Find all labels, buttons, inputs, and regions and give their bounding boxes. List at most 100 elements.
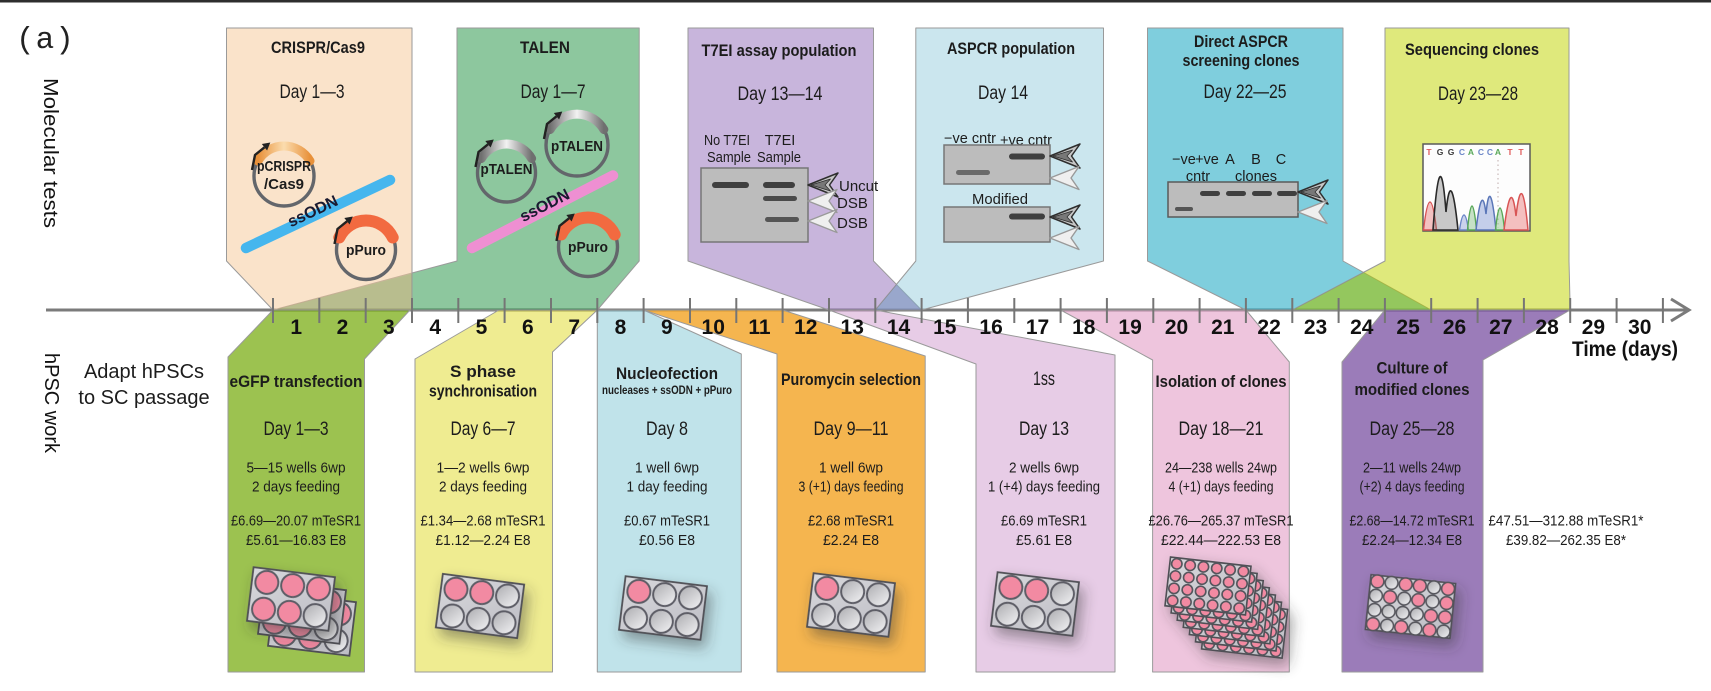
svg-text:2 days feeding: 2 days feeding [439, 480, 527, 496]
svg-text:Adapt hPSCs: Adapt hPSCs [84, 361, 204, 383]
svg-text:Day 14: Day 14 [978, 83, 1028, 104]
svg-text:£0.56 E8: £0.56 E8 [639, 533, 695, 549]
svg-text:29: 29 [1582, 316, 1605, 339]
svg-text:£22.44—222.53 E8: £22.44—222.53 E8 [1161, 533, 1281, 549]
svg-text:6: 6 [522, 316, 534, 339]
svg-text:3: 3 [383, 316, 395, 339]
svg-text:pCRISPR: pCRISPR [257, 158, 311, 175]
svg-text:£0.67 mTeSR1: £0.67 mTeSR1 [624, 514, 710, 530]
svg-text:4 (+1) days feeding: 4 (+1) days feeding [1169, 480, 1274, 496]
svg-text:−ve cntr: −ve cntr [944, 131, 996, 147]
svg-text:Sequencing clones: Sequencing clones [1405, 40, 1539, 59]
svg-text:14: 14 [887, 316, 911, 339]
svg-text:C: C [1487, 147, 1493, 157]
svg-text:Nucleofection: Nucleofection [616, 364, 718, 383]
svg-text:17: 17 [1026, 316, 1049, 339]
svg-text:(+2) 4 days feeding: (+2) 4 days feeding [1360, 480, 1465, 496]
svg-text:2 days feeding: 2 days feeding [252, 480, 340, 496]
svg-text:£2.24 E8: £2.24 E8 [823, 533, 879, 549]
svg-text:−ve: −ve [1172, 152, 1196, 168]
svg-text:1 well 6wp: 1 well 6wp [635, 461, 699, 477]
svg-text:22: 22 [1257, 316, 1280, 339]
svg-text:1: 1 [290, 316, 302, 339]
svg-text:ASPCR population: ASPCR population [947, 39, 1075, 58]
svg-text:£5.61 E8: £5.61 E8 [1016, 533, 1072, 549]
svg-text:27: 27 [1489, 316, 1512, 339]
svg-text:£6.69 mTeSR1: £6.69 mTeSR1 [1001, 514, 1087, 530]
svg-text:15: 15 [933, 316, 957, 339]
svg-text:screening clones: screening clones [1183, 51, 1300, 70]
svg-text:Day 1—3: Day 1—3 [264, 419, 329, 440]
svg-text:Day 23—28: Day 23—28 [1438, 84, 1518, 105]
svg-text:2 wells 6wp: 2 wells 6wp [1009, 461, 1079, 477]
svg-text:7: 7 [568, 316, 580, 339]
svg-text:Direct ASPCR: Direct ASPCR [1194, 32, 1288, 51]
svg-text:25: 25 [1396, 316, 1420, 339]
svg-text:Day 1—7: Day 1—7 [521, 82, 586, 103]
svg-text:£47.51—312.88 mTeSR1*: £47.51—312.88 mTeSR1* [1489, 514, 1644, 530]
svg-text:cntr: cntr [1186, 169, 1210, 185]
svg-text:Isolation of clones: Isolation of clones [1156, 372, 1287, 391]
svg-text:G: G [1448, 147, 1455, 157]
svg-text:24—238 wells 24wp: 24—238 wells 24wp [1165, 461, 1277, 477]
svg-text:11: 11 [748, 316, 771, 339]
svg-text:3 (+1) days feeding: 3 (+1) days feeding [799, 480, 904, 496]
svg-text:21: 21 [1211, 316, 1235, 339]
svg-text:£5.61—16.83 E8: £5.61—16.83 E8 [246, 533, 346, 549]
svg-text:Uncut: Uncut [839, 178, 879, 195]
svg-text:T: T [1518, 147, 1524, 157]
svg-text:eGFP transfection: eGFP transfection [230, 372, 363, 391]
svg-text:Day 8: Day 8 [646, 419, 688, 440]
svg-text:£26.76—265.37 mTeSR1: £26.76—265.37 mTeSR1 [1149, 514, 1294, 530]
svg-text:2—11 wells 24wp: 2—11 wells 24wp [1363, 461, 1461, 477]
svg-text:4: 4 [429, 316, 441, 339]
svg-text:G: G [1437, 147, 1444, 157]
svg-text:Day 25—28: Day 25—28 [1370, 419, 1455, 440]
svg-text:Day 22—25: Day 22—25 [1204, 82, 1287, 103]
svg-text:Molecular tests: Molecular tests [39, 78, 61, 228]
svg-text:synchronisation: synchronisation [429, 382, 537, 401]
svg-text:C: C [1276, 152, 1286, 168]
svg-text:Day 18—21: Day 18—21 [1179, 419, 1264, 440]
svg-text:13: 13 [841, 316, 864, 339]
svg-text:Day 13—14: Day 13—14 [738, 84, 823, 105]
svg-text:Sample: Sample [707, 150, 751, 166]
svg-text:£39.82—262.35 E8*: £39.82—262.35 E8* [1506, 533, 1626, 549]
svg-text:No T7EI: No T7EI [704, 133, 750, 149]
svg-text:30: 30 [1628, 316, 1651, 339]
svg-text:20: 20 [1165, 316, 1188, 339]
svg-text:1—2 wells 6wp: 1—2 wells 6wp [437, 461, 530, 477]
svg-text:1 well 6wp: 1 well 6wp [819, 461, 883, 477]
svg-text:23: 23 [1304, 316, 1327, 339]
svg-text:modified clones: modified clones [1355, 380, 1470, 399]
svg-text:£1.34—2.68 mTeSR1: £1.34—2.68 mTeSR1 [421, 514, 546, 530]
svg-text:1 day feeding: 1 day feeding [627, 480, 708, 496]
svg-text:nucleases + ssODN + pPuro: nucleases + ssODN + pPuro [602, 385, 732, 397]
svg-text:Sample: Sample [757, 150, 801, 166]
svg-text:Puromycin selection: Puromycin selection [781, 370, 921, 389]
svg-text:£2.24—12.34 E8: £2.24—12.34 E8 [1362, 533, 1462, 549]
svg-text:Day 6—7: Day 6—7 [451, 419, 516, 440]
svg-text:C: C [1459, 147, 1465, 157]
svg-text:2: 2 [337, 316, 349, 339]
svg-text:/Cas9: /Cas9 [264, 176, 304, 193]
svg-text:(a): (a) [16, 23, 75, 58]
svg-text:18: 18 [1072, 316, 1096, 339]
svg-text:hPSC work: hPSC work [40, 353, 62, 454]
svg-text:CRISPR/Cas9: CRISPR/Cas9 [271, 38, 365, 57]
svg-text:C: C [1478, 147, 1484, 157]
svg-text:£1.12—2.24 E8: £1.12—2.24 E8 [436, 533, 531, 549]
svg-text:T: T [1426, 147, 1432, 157]
svg-text:pTALEN: pTALEN [551, 138, 603, 155]
svg-text:Day 1—3: Day 1—3 [280, 82, 345, 103]
svg-text:Day 9—11: Day 9—11 [814, 419, 889, 440]
svg-text:19: 19 [1118, 316, 1141, 339]
svg-text:B: B [1251, 152, 1261, 168]
svg-text:5—15 wells 6wp: 5—15 wells 6wp [247, 461, 346, 477]
svg-text:Time (days): Time (days) [1572, 338, 1678, 361]
svg-text:10: 10 [702, 316, 725, 339]
svg-text:S phase: S phase [450, 362, 516, 381]
svg-text:16: 16 [979, 316, 1002, 339]
svg-text:5: 5 [476, 316, 488, 339]
svg-text:+ve: +ve [1195, 152, 1219, 168]
